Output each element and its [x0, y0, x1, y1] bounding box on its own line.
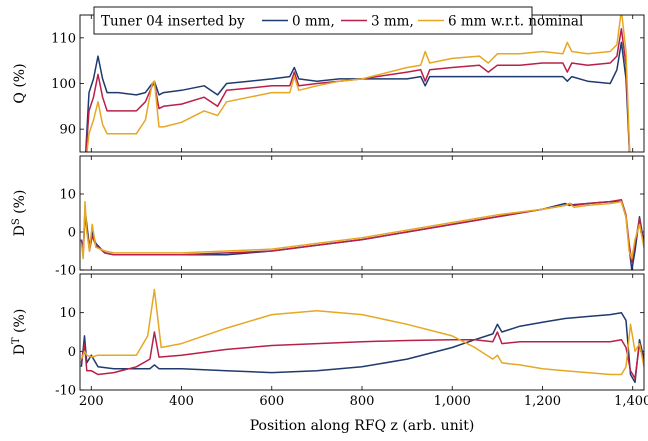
x-tick-label: 800	[350, 394, 375, 409]
x-tick-label: 1,000	[434, 394, 471, 409]
y-axis-label: DT (%)	[11, 309, 28, 356]
x-tick-label: 200	[79, 394, 104, 409]
panel-frame	[80, 274, 644, 390]
legend-label-6mm: 6 mm w.r.t. nominal	[448, 14, 583, 30]
y-axis-label: DS (%)	[11, 190, 28, 237]
chart-panels: 90 100 110 Q (%) -10 0 10 DS (%) -10 0 10 200 400 600…	[11, 10, 648, 409]
series-line-3-mm	[85, 29, 631, 175]
series-line-3-mm	[81, 332, 644, 378]
y-tick-label: 10	[59, 188, 76, 203]
y-tick-label: 100	[51, 77, 76, 92]
series-line-6-mm	[81, 290, 644, 375]
legend-label-3mm: 3 mm,	[371, 14, 414, 30]
y-tick-label: 10	[59, 306, 76, 321]
panel-3: -10 0 10 200 400 600 800 1,000 1,200 1,400 DT (%)	[11, 274, 648, 409]
x-axis-label: Position along RFQ z (arb. unit)	[250, 418, 475, 434]
x-tick-label: 400	[169, 394, 194, 409]
y-axis-label: Q (%)	[12, 63, 28, 103]
legend: Tuner 04 inserted by 0 mm, 3 mm, 6 mm w.…	[94, 7, 583, 34]
panel-2: -10 0 10 DS (%)	[11, 156, 644, 279]
y-tick-label: 110	[51, 31, 76, 46]
y-tick-label: -10	[55, 384, 76, 399]
series-line-0-mm	[81, 202, 644, 270]
y-tick-label: 0	[68, 345, 76, 360]
panel-frame	[80, 15, 644, 152]
y-tick-label: -10	[55, 264, 76, 279]
series-line-0-mm	[81, 313, 644, 383]
y-tick-label: 90	[59, 123, 76, 138]
legend-prefix: Tuner 04 inserted by	[101, 14, 245, 30]
panel-1: 90 100 110 Q (%)	[12, 10, 644, 174]
x-tick-label: 1,200	[524, 394, 561, 409]
x-tick-label: 1,400	[614, 394, 648, 409]
series-line-6-mm	[81, 202, 644, 259]
y-tick-label: 0	[68, 226, 76, 241]
x-tick-label: 600	[259, 394, 284, 409]
legend-label-0mm: 0 mm,	[292, 14, 335, 30]
